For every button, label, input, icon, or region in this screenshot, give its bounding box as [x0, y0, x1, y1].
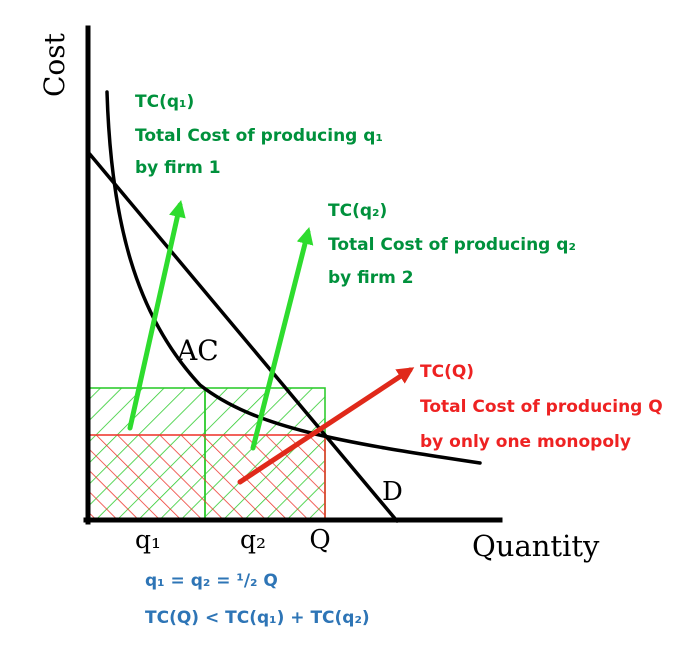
firm1-annotation-desc: Total Cost of producing q₁ — [135, 126, 383, 146]
monopoly-annotation-sub: by only one monopoly — [420, 432, 631, 452]
firm1-annotation-sub: by firm 1 — [135, 158, 221, 178]
firm2-arrow — [250, 227, 314, 451]
tick-label-q2: q₂ — [240, 525, 266, 554]
average-cost-curve — [105, 90, 482, 465]
firm1-annotation-title: TC(q₁) — [135, 92, 194, 112]
equation-total-cost: TC(Q) < TC(q₁) + TC(q₂) — [145, 608, 370, 628]
ac-curve-label: AC — [176, 334, 219, 367]
monopoly-annotation-desc: Total Cost of producing Q — [420, 397, 663, 417]
equation-quantities: q₁ = q₂ = ¹/₂ Q — [145, 571, 278, 591]
tick-label-Q: Q — [309, 525, 330, 555]
firm2-annotation-sub: by firm 2 — [328, 268, 414, 288]
tick-label-q1: q₁ — [135, 525, 161, 554]
demand-curve-label: D — [382, 477, 403, 507]
monopoly-arrow — [237, 367, 415, 485]
demand-curve — [86, 150, 399, 523]
firm1-arrow — [127, 200, 186, 431]
firm2-annotation-desc: Total Cost of producing q₂ — [328, 235, 576, 255]
monopoly-annotation-title: TC(Q) — [420, 362, 474, 382]
firm2-annotation-title: TC(q₂) — [328, 201, 387, 221]
y-axis-label: Cost — [38, 32, 71, 97]
x-axis-label: Quantity — [472, 529, 600, 563]
